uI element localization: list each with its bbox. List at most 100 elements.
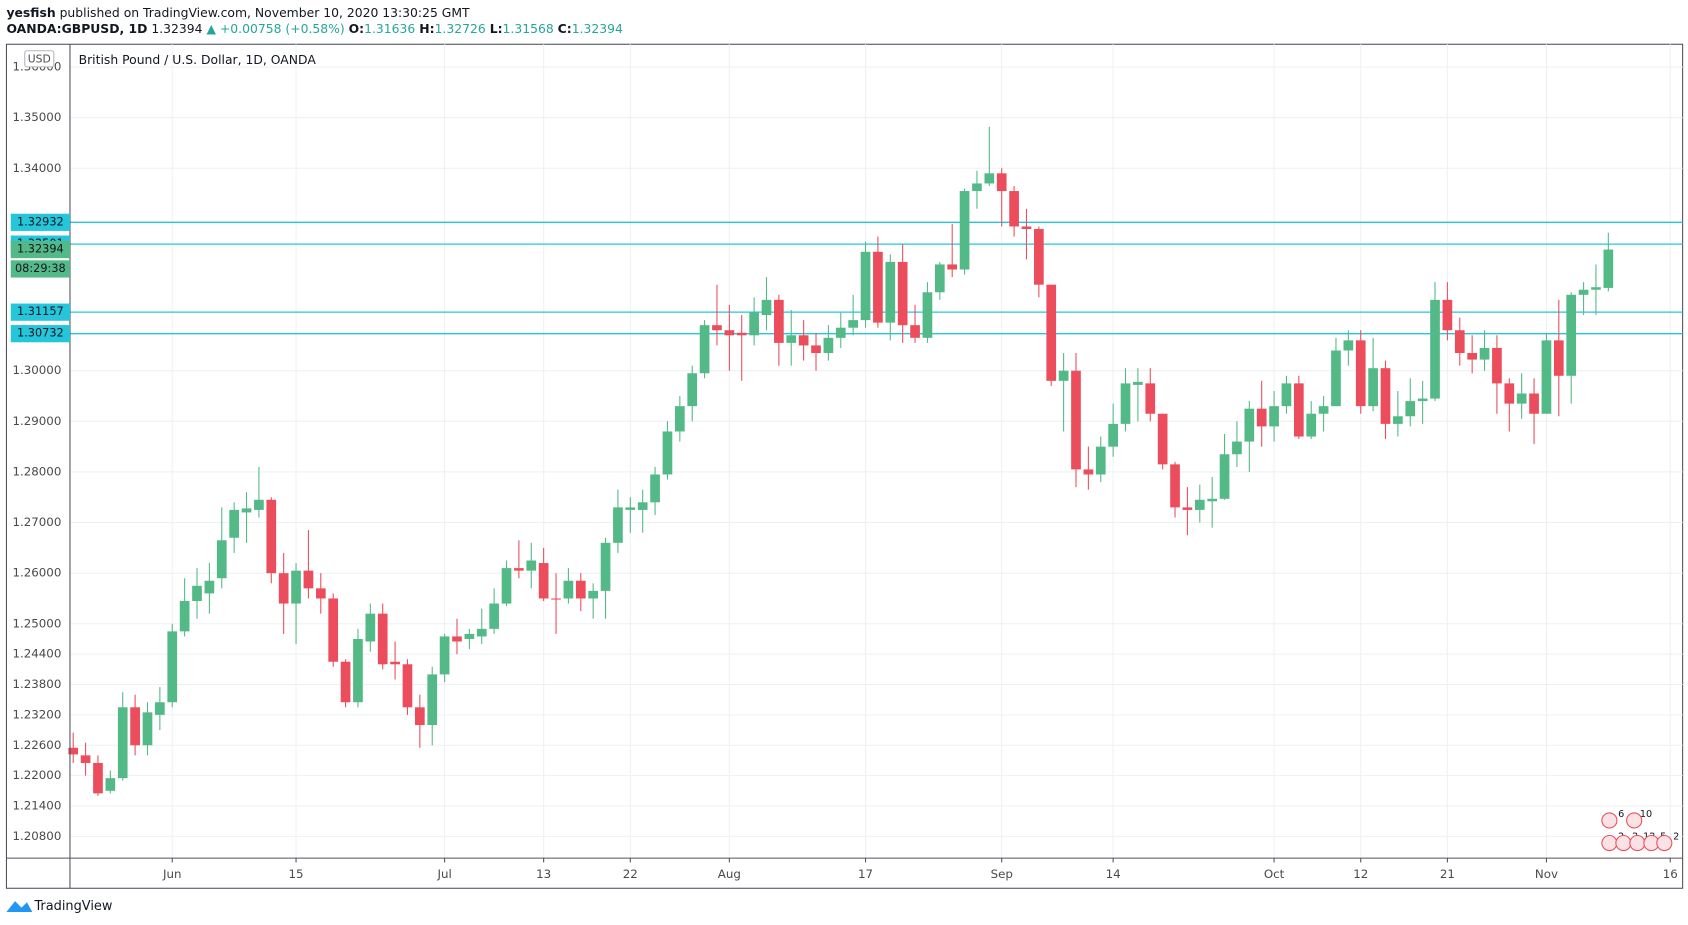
candle-body [1430,299,1440,399]
chart-frame [5,43,1684,889]
candle-body [155,702,165,715]
candle-body [353,638,363,703]
event-icon [1601,812,1618,829]
h-label: H: [419,22,434,36]
candle-body [68,747,79,755]
candle-body [1120,383,1131,424]
y-tick-label: 1.22000 [12,768,61,782]
candle-body [613,507,623,543]
price-line-label: 1.32932 [17,215,64,228]
candle-body [1281,383,1292,407]
candle-body [1256,408,1267,427]
candle-body [823,337,834,354]
candle-body [439,636,450,675]
event-count: 6 [1618,809,1624,820]
candle-body [662,431,673,475]
candle-body [1454,330,1465,354]
y-tick-label: 1.22600 [12,738,61,752]
y-tick-label: 1.26000 [12,566,61,580]
candle-body [897,261,908,326]
candle-body [1034,229,1044,285]
y-tick-label: 1.25000 [12,616,61,630]
candle-body [984,173,995,184]
c-value: 1.32394 [572,22,623,36]
candle-body [551,598,561,600]
candle-body [105,778,116,791]
candle-body [1182,507,1193,510]
candle-body [390,661,400,665]
candle-body [452,636,462,642]
h-value: 1.32726 [435,22,486,36]
x-tick-label: 13 [536,867,551,881]
candle-body [1133,381,1143,385]
candle-body [848,320,858,328]
candle-body [1578,289,1589,295]
x-tick-label: 16 [1663,867,1678,881]
price-line-tag [10,213,70,231]
x-tick-label: 17 [858,867,873,881]
candle-body [1368,368,1378,407]
candle-body [959,191,970,270]
candle-body [922,292,933,338]
candle-body [1591,287,1601,290]
current-price-label: 1.32394 [17,243,64,256]
event-count: 2 [1673,832,1679,843]
symbol: OANDA:GBPUSD, 1D [6,22,147,36]
candle-body [476,628,487,637]
candle-body [674,406,685,432]
candle-body [130,707,140,746]
candle-body [1219,454,1230,499]
candle-body [192,585,202,602]
y-tick-label: 1.29000 [12,414,61,428]
candle-body [1232,441,1242,455]
o-value: 1.31636 [364,22,415,36]
candle-body [1355,340,1366,407]
candle-body [1603,249,1614,288]
y-tick-label: 1.20800 [12,829,61,843]
candle-body [1306,413,1317,437]
tradingview-logo [6,901,33,912]
candle-body [1194,499,1205,510]
candle-body [1331,350,1341,407]
candle-body [1009,191,1019,227]
candle-body [254,499,264,510]
candle-body [1417,398,1428,402]
candle-body [1504,383,1515,404]
last-price: 1.32394 [151,22,202,36]
candle-body [1058,370,1069,381]
candle-body [1108,423,1118,447]
y-tick-label: 1.28000 [12,464,61,478]
event-icon [1626,812,1643,829]
countdown: 08:29:38 [15,262,66,275]
candle-body [972,183,982,192]
change: ▲ +0.00758 (+0.58%) [206,22,344,36]
candle-body [860,251,871,321]
candle-body [1157,413,1168,465]
candle-body [1405,401,1416,417]
candle-body [1021,226,1032,230]
l-value: 1.31568 [503,22,554,36]
candle-body [167,631,178,703]
candle-body [501,568,512,604]
candle-body [526,560,537,571]
x-tick-label: Sep [991,867,1013,881]
header-line-1: yesfish published on TradingView.com, No… [6,6,470,20]
x-tick-label: 22 [623,867,638,881]
candle-body [786,335,797,343]
published: published on TradingView.com, November 1… [60,6,470,20]
candle-body [1293,383,1304,437]
event-count: 10 [1640,809,1652,820]
candle-body [749,312,759,336]
candle-body [427,674,438,726]
y-tick-label: 1.35000 [12,110,61,124]
candle-body [1380,368,1391,424]
footer-brand: TradingView [33,899,112,914]
price-line-tag [10,325,70,343]
candle-body [835,327,846,338]
event-icon [1615,834,1632,852]
candle-body [241,508,252,513]
l-label: L: [490,22,503,36]
candle-body [328,598,339,662]
candle-body [947,264,958,270]
